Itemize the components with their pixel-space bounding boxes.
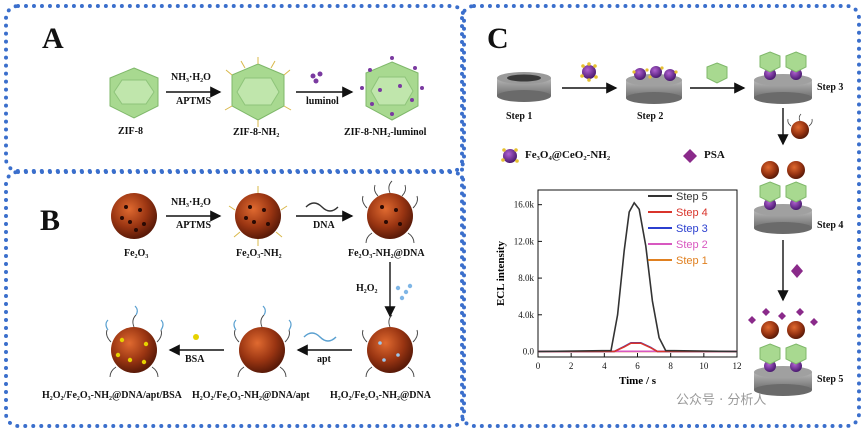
y-tick-label: 4.0k [518, 310, 534, 320]
label-step5: Step 5 [817, 374, 844, 385]
series-line-step-3 [538, 342, 737, 353]
arrow-b1-bottom-label: APTMS [176, 220, 211, 231]
arrow-b2-bottom-label: DNA [313, 220, 335, 231]
label-h2o2-fe2o3-nh2-dna-apt-bsa: H₂O₂/Fe₂O₃-NH₂@DNA/apt/BSA [42, 390, 182, 401]
fe2o3-probe-icon [787, 113, 813, 139]
luminol-dots [310, 71, 323, 84]
arrow-a2-bottom-label: luminol [306, 96, 339, 107]
arrow-a1-top-label: NH₃·H₂O [171, 72, 211, 83]
h2o2-dots [395, 283, 413, 301]
x-tick-label: 10 [699, 361, 709, 371]
panel-b-label: B [40, 204, 61, 237]
panel-a-label: A [42, 22, 64, 55]
arrow-b1-top-label: NH₃·H₂O [171, 197, 211, 208]
arrow-b5-bottom-label: BSA [185, 354, 205, 365]
arrow-a1-bottom-label: APTMS [176, 96, 211, 107]
x-axis-label: Time / s [619, 375, 657, 387]
zif-crystal-icon [706, 62, 728, 84]
watermark: 公众号 · 分析人 [676, 393, 767, 408]
electrode-step3 [754, 51, 812, 104]
label-zif8: ZIF-8 [118, 126, 143, 137]
h2o2-fe2o3-nh2-dna-particle [362, 314, 418, 378]
label-zif8-nh2: ZIF-8-NH₂ [233, 127, 280, 138]
label-step4: Step 4 [817, 220, 844, 231]
y-tick-label: 0.0 [523, 346, 535, 356]
x-tick-label: 8 [668, 361, 673, 371]
arrow-b4-bottom-label: apt [317, 354, 331, 365]
x-tick-label: 6 [635, 361, 640, 371]
series-line-step-5 [537, 201, 738, 353]
x-tick-label: 12 [733, 361, 742, 371]
label-step2: Step 2 [637, 111, 664, 122]
electrode-step4 [754, 161, 812, 234]
legend-label-step-4: Step 4 [676, 207, 708, 219]
panel-b-frame [4, 170, 466, 428]
electrode-step5 [748, 308, 818, 396]
series-line-step-4 [538, 342, 737, 353]
label-step3: Step 3 [817, 82, 844, 93]
panel-c-label: C [487, 22, 509, 55]
dna-strand-icon [305, 202, 339, 212]
h2o2-fe2o3-nh2-dna-apt-particle [233, 305, 292, 378]
bsa-blocked-particle [105, 305, 164, 378]
x-tick-label: 4 [602, 361, 607, 371]
legend-label-step-3: Step 3 [676, 223, 708, 235]
bsa-dot-icon [193, 334, 199, 340]
zif8-nh2-luminol-crystal [360, 56, 424, 121]
electrode-step2 [626, 66, 682, 104]
legend-psa-label: PSA [704, 149, 725, 161]
legend-bead-label: Fe₃O₄@CeO₂-NH₂ [525, 149, 611, 161]
legend-bead-icon [501, 148, 519, 163]
legend-label-step-5: Step 5 [676, 191, 708, 203]
fe2o3-nh2-particle [228, 186, 288, 246]
fe3o4-ceo2-bead-icon [580, 62, 598, 82]
x-tick-label: 2 [569, 361, 574, 371]
zif8-crystal [109, 67, 159, 119]
apt-strand-icon [303, 332, 337, 342]
zif8-nh2-crystal [224, 57, 292, 127]
y-tick-label: 16.0k [514, 200, 535, 210]
legend-label-step-1: Step 1 [676, 255, 708, 267]
y-tick-label: 12.0k [514, 236, 535, 246]
label-zif8-nh2-luminol: ZIF-8-NH₂-luminol [344, 127, 427, 138]
arrow-b3-left-label: H₂O₂ [356, 283, 378, 294]
label-fe2o3: Fe₂O₃ [124, 248, 149, 259]
fe2o3-nh2-dna-particle [362, 180, 418, 244]
legend-psa-icon [683, 149, 697, 163]
label-h2o2-fe2o3-nh2-dna-apt: H₂O₂/Fe₂O₃-NH₂@DNA/apt [192, 390, 310, 401]
label-h2o2-fe2o3-nh2-dna: H₂O₂/Fe₂O₃-NH₂@DNA [330, 390, 431, 401]
x-tick-label: 0 [536, 361, 541, 371]
legend-label-step-2: Step 2 [676, 239, 708, 251]
ecl-chart: 0 2 4 6 8 10 12 0.0 4.0k 8.0k 12.0k 16.0k Time / s EC… [495, 189, 742, 387]
y-axis-label: ECL intensity [495, 240, 507, 306]
label-fe2o3-nh2-dna: Fe₂O₃-NH₂@DNA [348, 248, 425, 259]
psa-diamond-icon [791, 264, 803, 278]
label-fe2o3-nh2: Fe₂O₃-NH₂ [236, 248, 282, 259]
fe2o3-particle [111, 193, 157, 239]
label-step1: Step 1 [506, 111, 533, 122]
electrode-step1 [497, 72, 551, 102]
panel-c-frame [460, 4, 861, 428]
y-tick-label: 8.0k [518, 273, 534, 283]
